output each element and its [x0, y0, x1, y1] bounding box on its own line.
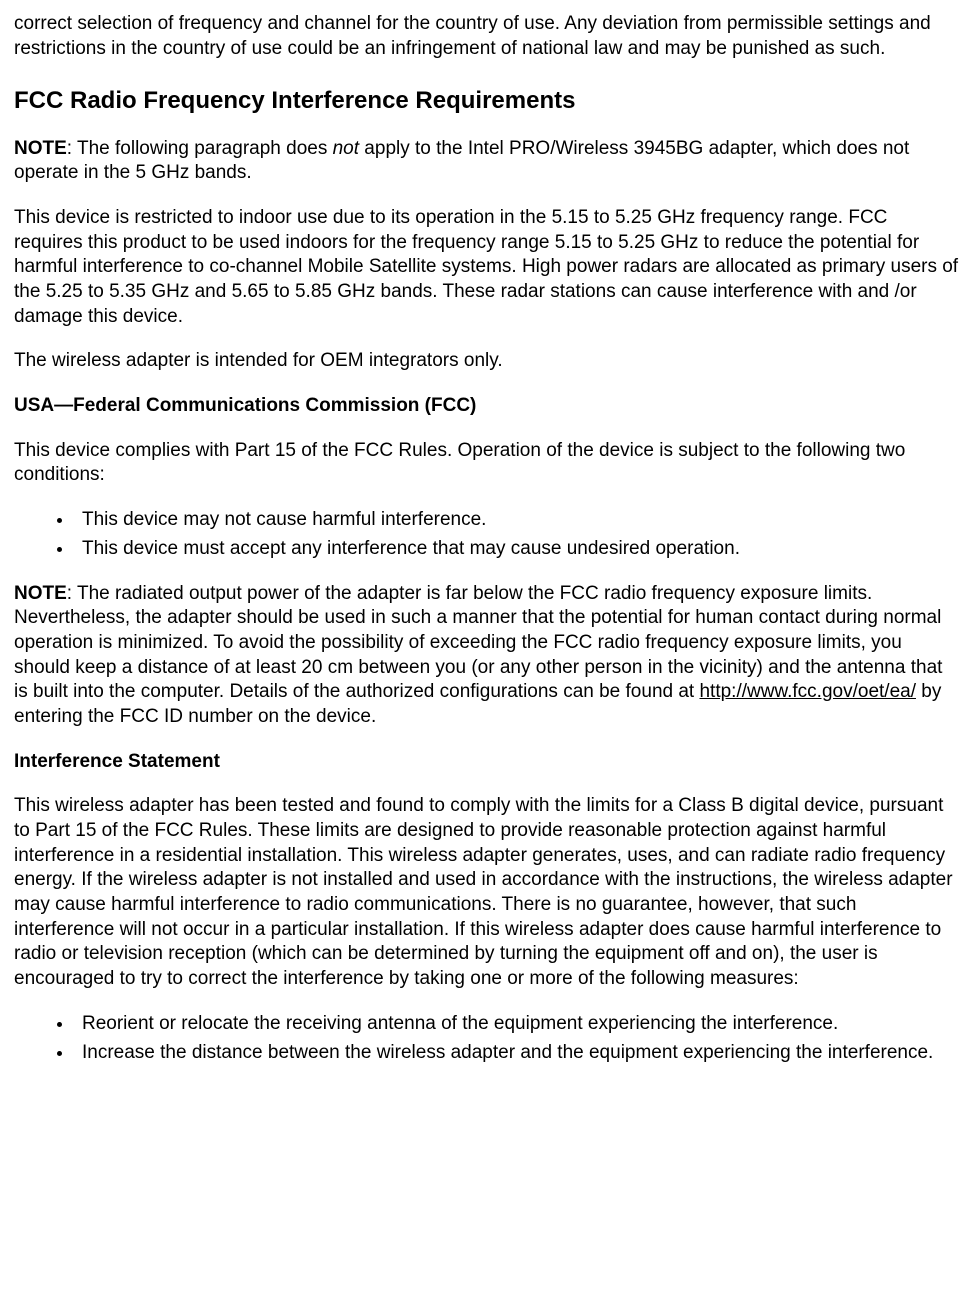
list-item: This device must accept any interference…: [74, 537, 961, 562]
paragraph-oem: The wireless adapter is intended for OEM…: [14, 349, 961, 374]
heading-interference-statement: Interference Statement: [14, 750, 961, 775]
list-item: This device may not cause harmful interf…: [74, 508, 961, 533]
paragraph-part15: This device complies with Part 15 of the…: [14, 439, 961, 488]
heading-fcc-requirements: FCC Radio Frequency Interference Require…: [14, 85, 961, 116]
note-label-1: NOTE: [14, 138, 67, 159]
note-paragraph-2: NOTE: The radiated output power of the a…: [14, 582, 961, 730]
intro-paragraph: correct selection of frequency and chann…: [14, 12, 961, 61]
conditions-list: This device may not cause harmful interf…: [14, 508, 961, 561]
note1-italic: not: [333, 138, 359, 159]
heading-usa-fcc: USA—Federal Communications Commission (F…: [14, 394, 961, 419]
measures-list: Reorient or relocate the receiving anten…: [14, 1012, 961, 1065]
list-item: Increase the distance between the wirele…: [74, 1041, 961, 1066]
note-label-2: NOTE: [14, 583, 67, 604]
paragraph-interference: This wireless adapter has been tested an…: [14, 794, 961, 992]
fcc-link[interactable]: http://www.fcc.gov/oet/ea/: [699, 681, 916, 702]
list-item: Reorient or relocate the receiving anten…: [74, 1012, 961, 1037]
note1-text-a: : The following paragraph does: [67, 138, 333, 159]
paragraph-indoor-use: This device is restricted to indoor use …: [14, 206, 961, 329]
note-paragraph-1: NOTE: The following paragraph does not a…: [14, 137, 961, 186]
